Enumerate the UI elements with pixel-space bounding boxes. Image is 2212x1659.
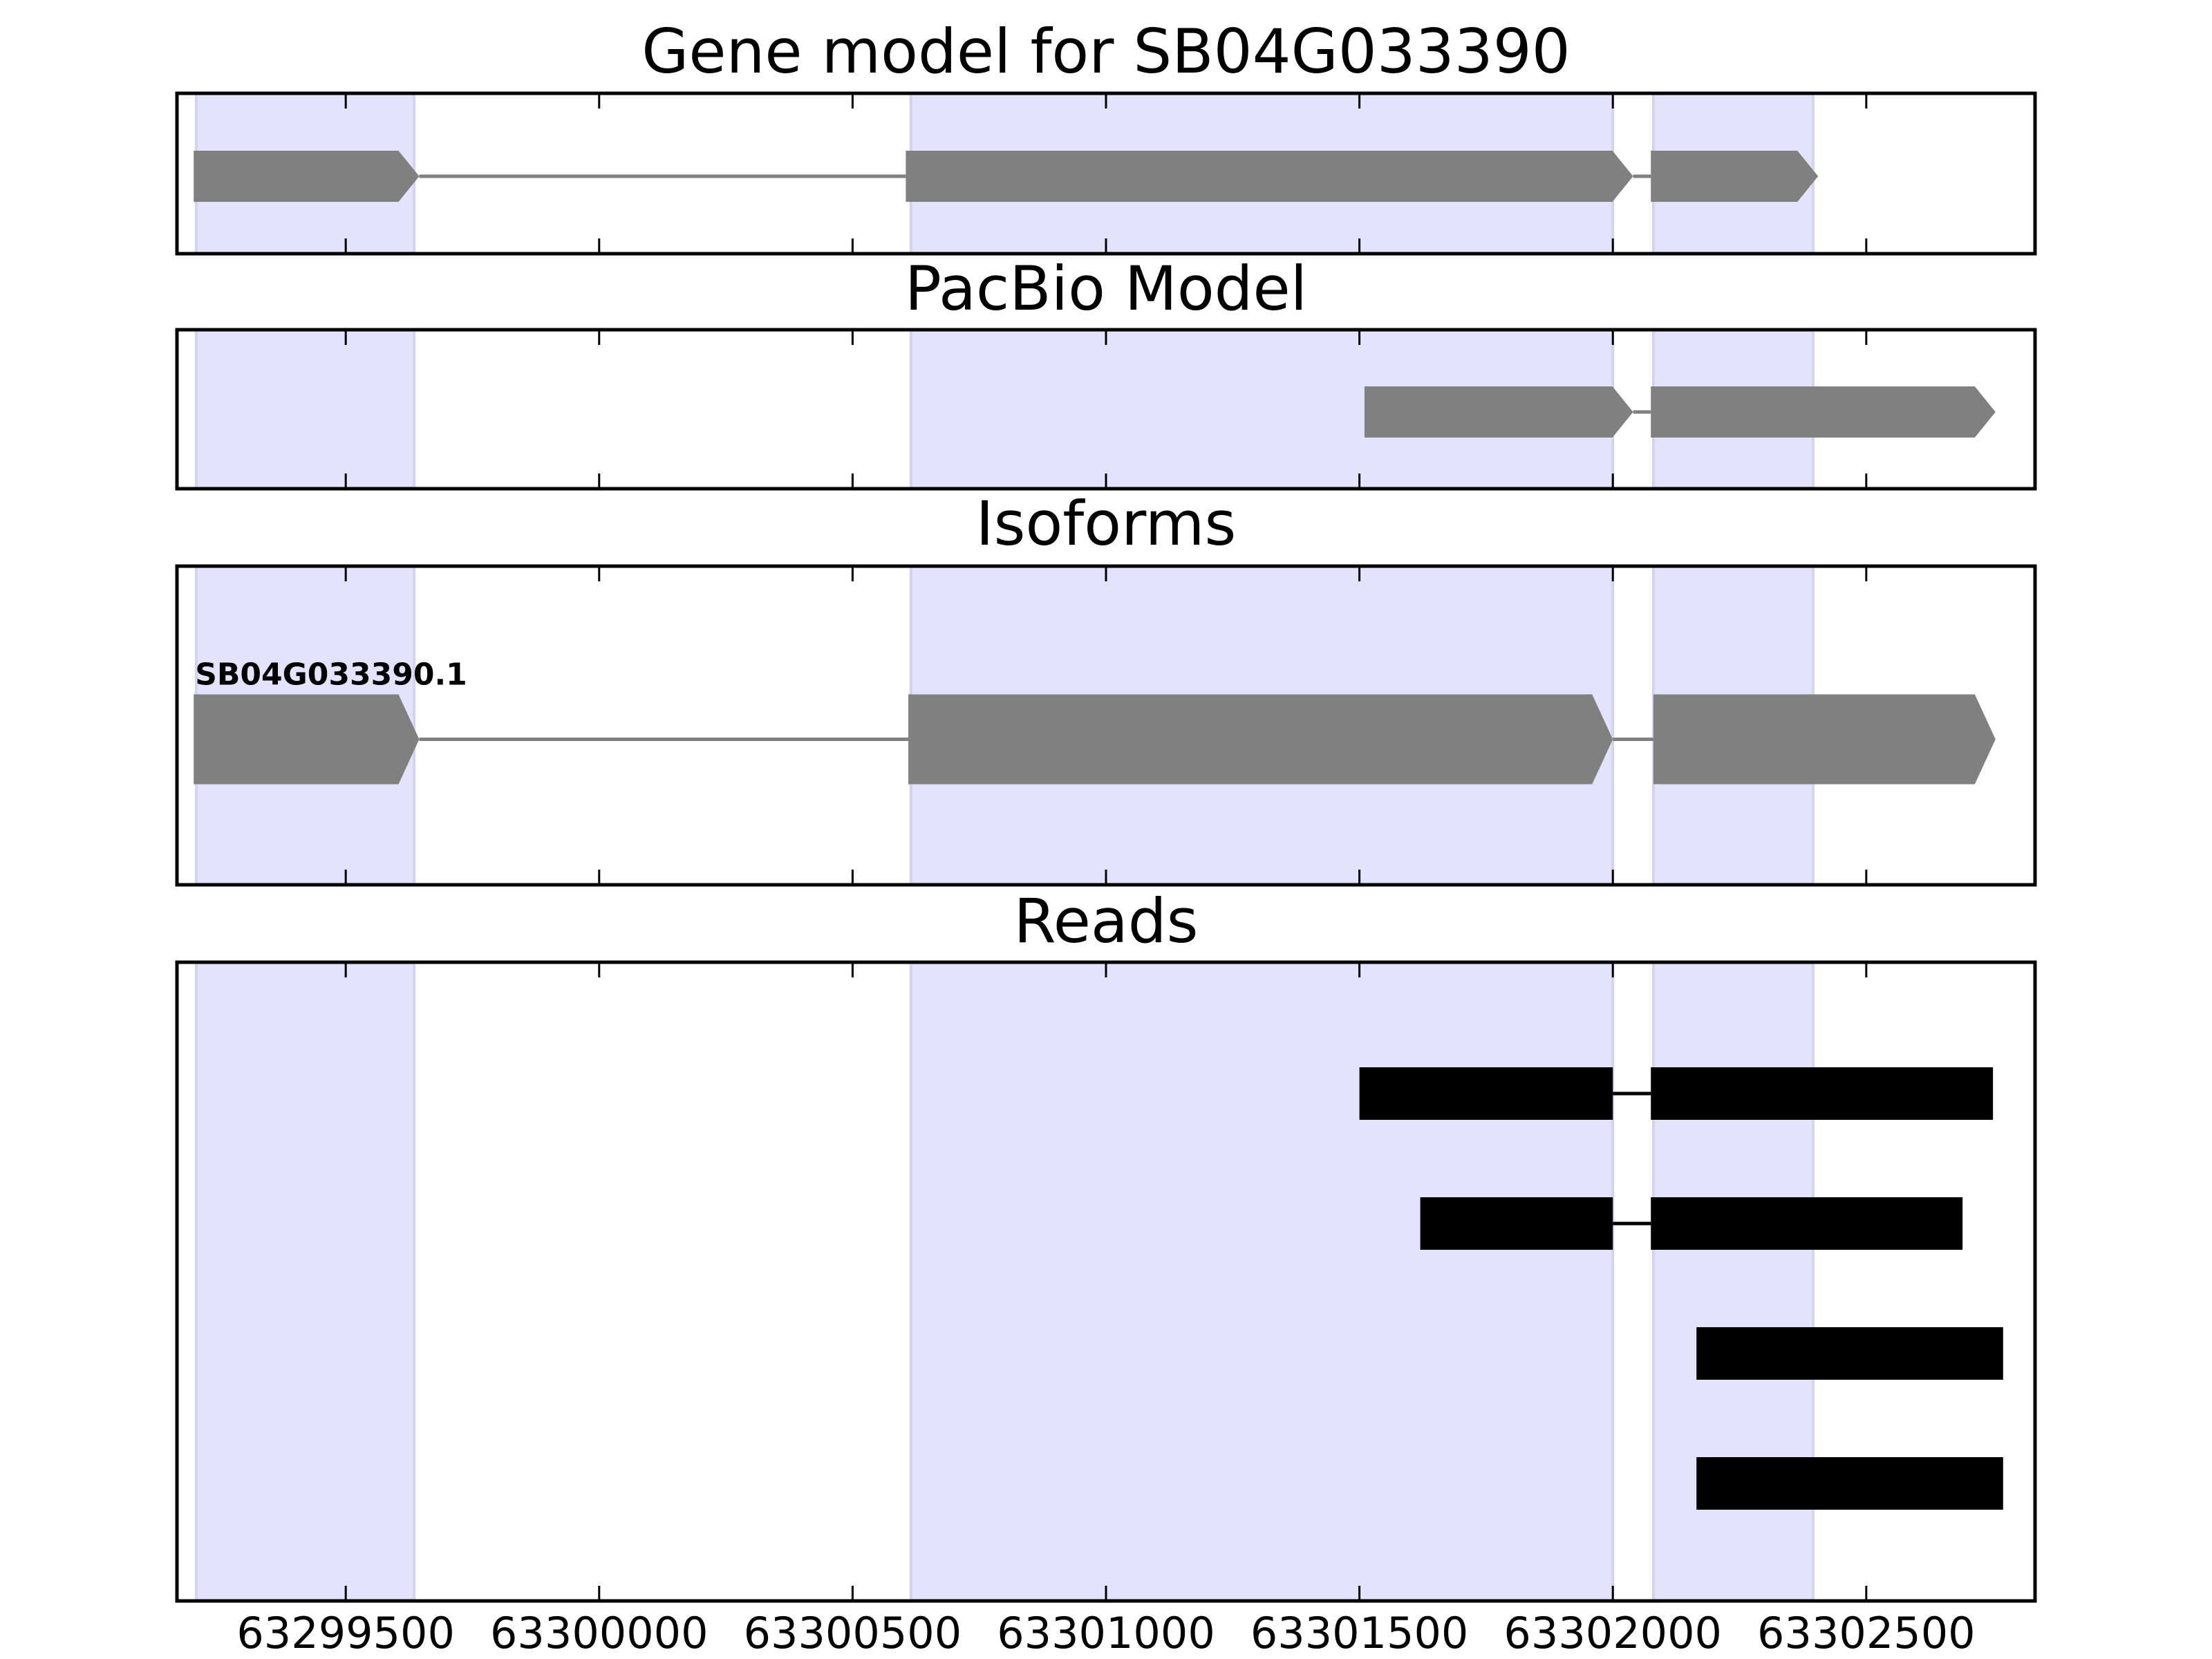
- exon-1: [1364, 386, 1633, 438]
- x-tick-label: 63300000: [490, 1608, 709, 1658]
- panel-title-gene-model: Gene model for SB04G033390: [641, 16, 1571, 87]
- exon-3: [1653, 694, 1996, 785]
- read-3-block-1: [1696, 1327, 2003, 1380]
- read-1-block-2: [1651, 1067, 1994, 1120]
- panel-frame-pacbio-model: [175, 328, 2037, 491]
- exon-3: [1651, 151, 1819, 202]
- exon-1: [194, 694, 420, 785]
- read-4-block-1: [1696, 1457, 2003, 1510]
- panel-frame-reads: [175, 960, 2037, 1603]
- exon-2: [906, 151, 1633, 202]
- panel-pacbio-model: PacBio Model: [175, 253, 2037, 491]
- highlight-region-1: [194, 328, 416, 490]
- highlight-region-1: [194, 961, 416, 1602]
- exon-2: [908, 694, 1613, 785]
- read-2-block-1: [1420, 1197, 1613, 1250]
- x-tick-label: 63302500: [1757, 1608, 1976, 1658]
- panel-title-isoforms: Isoforms: [976, 488, 1237, 559]
- exon-2: [1651, 386, 1996, 438]
- exon-1: [194, 151, 420, 202]
- highlight-region-2: [909, 961, 1615, 1602]
- x-tick-label: 63299500: [236, 1608, 455, 1658]
- read-1-block-1: [1359, 1067, 1613, 1120]
- x-tick-label: 63300500: [744, 1608, 962, 1658]
- panel-gene-model: Gene model for SB04G033390: [175, 16, 2037, 256]
- isoform-label: SB04G033390.1: [195, 657, 467, 693]
- panel-frame-gene-model: [175, 91, 2037, 256]
- x-tick-label: 63302000: [1503, 1608, 1722, 1658]
- plot-root: Gene model for SB04G033390 PacBio Model Is…: [175, 16, 2037, 1658]
- panel-isoforms: Isoforms SB04G033390.1: [175, 488, 2037, 887]
- panel-title-reads: Reads: [1014, 885, 1199, 957]
- read-2-block-2: [1651, 1197, 1963, 1250]
- panel-frame-isoforms: [175, 564, 2037, 887]
- x-tick-label: 63301500: [1250, 1608, 1469, 1658]
- panel-title-pacbio-model: PacBio Model: [905, 253, 1307, 324]
- x-tick-label: 63301000: [997, 1608, 1215, 1658]
- panel-reads: Reads: [175, 885, 2037, 1603]
